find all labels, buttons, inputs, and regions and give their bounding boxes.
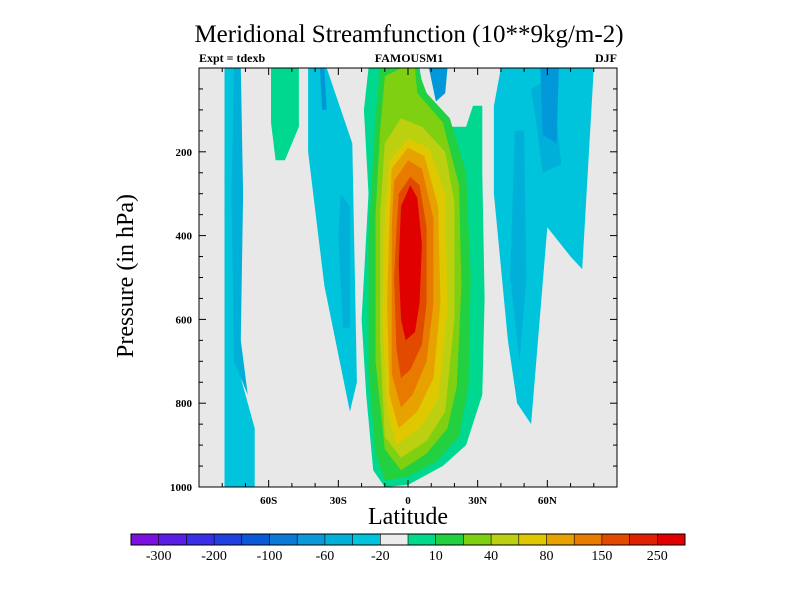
colorbar-swatch — [131, 534, 159, 545]
colorbar-swatch — [408, 534, 436, 545]
colorbar-swatch — [518, 534, 547, 545]
contour-region-2-1 — [338, 193, 350, 328]
contour-region-3-2 — [428, 68, 448, 102]
colorbar-label: -200 — [201, 549, 227, 564]
x-axis-label: Latitude — [368, 504, 448, 530]
x-tick-label: 60S — [260, 495, 277, 507]
colorbar-swatch — [601, 534, 630, 545]
x-tick-label: 30N — [468, 495, 487, 507]
colorbar-swatch — [546, 534, 575, 545]
season-label: DJF — [595, 51, 617, 65]
colorbar: -300 -200 -100 -60 -20 10 40 80 150 250 — [130, 533, 686, 564]
chart-title: Meridional Streamfunction (10**9kg/m-2) — [194, 21, 623, 48]
y-tick-label: 600 — [176, 314, 193, 326]
y-tick-label: 200 — [176, 147, 193, 159]
colorbar-label: -300 — [146, 549, 172, 564]
experiment-label: Expt = tdexb — [199, 51, 266, 65]
colorbar-swatch — [214, 534, 243, 545]
colorbar-swatch — [380, 534, 409, 545]
colorbar-label: -60 — [316, 549, 335, 564]
colorbar-swatch — [352, 534, 381, 545]
x-tick-label: 30S — [330, 495, 347, 507]
colorbar-swatch — [491, 534, 520, 545]
colorbar-swatch — [629, 534, 658, 545]
y-tick-label: 400 — [176, 231, 193, 243]
colorbar-frame — [130, 533, 686, 546]
colorbar-swatch — [241, 534, 270, 545]
axis-ticks: 60S 30S 0 30N 60N 200 400 600 800 1000 — [170, 68, 617, 507]
colorbar-label: 250 — [647, 549, 668, 564]
contour-region-2-0 — [231, 68, 248, 395]
colorbar-swatch — [297, 534, 326, 545]
x-tick-label: 60N — [538, 495, 557, 507]
contour-region-3-0 — [540, 68, 559, 144]
colorbar-label: 40 — [484, 549, 498, 564]
colorbar-label: 80 — [540, 549, 554, 564]
colorbar-label: -100 — [257, 549, 283, 564]
contour-region-2-2 — [510, 130, 527, 362]
colorbar-swatch — [574, 534, 603, 545]
colorbar-label: 10 — [429, 549, 443, 564]
colorbar-swatch — [463, 534, 492, 545]
colorbar-swatch — [657, 534, 686, 545]
contour-region-3-1 — [319, 68, 327, 110]
y-tick-label: 1000 — [170, 482, 193, 494]
x-tick-label: 0 — [405, 495, 411, 507]
colorbar-swatch — [435, 534, 464, 545]
colorbar-label: 150 — [591, 549, 612, 564]
colorbar-swatch — [324, 534, 353, 545]
y-tick-label: 800 — [176, 398, 193, 410]
model-label: FAMOUSM1 — [375, 51, 443, 65]
colorbar-swatch — [158, 534, 187, 545]
contour-region-13-0 — [398, 185, 422, 341]
colorbar-swatch — [269, 534, 298, 545]
contour-region-4-0 — [271, 68, 299, 161]
colorbar-swatch — [186, 534, 215, 545]
colorbar-label: -20 — [371, 549, 390, 564]
y-axis-label: Pressure (in hPa) — [113, 194, 139, 358]
contour-fills — [224, 68, 594, 487]
